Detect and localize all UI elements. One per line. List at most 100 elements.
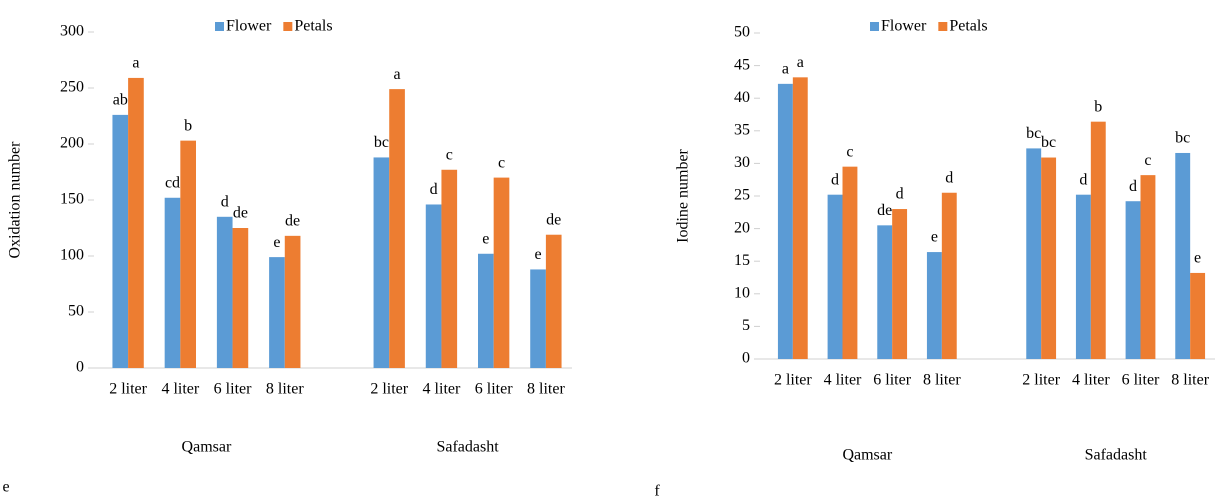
bar	[425, 204, 442, 368]
significance-letter: bc	[1026, 125, 1041, 142]
significance-letter: d	[430, 181, 438, 198]
legend-swatch	[215, 22, 224, 31]
significance-letter: de	[285, 213, 300, 230]
legend-swatch	[283, 22, 293, 31]
panel-label: f	[654, 483, 660, 500]
y-tick-label: 35	[734, 121, 750, 138]
group-label: Qamsar	[842, 447, 892, 464]
bar	[269, 257, 285, 368]
bar	[545, 234, 562, 368]
legend-swatch	[938, 22, 948, 31]
significance-letter: d	[831, 171, 839, 188]
x-tick-label: 2 liter	[1022, 372, 1060, 389]
bar	[842, 166, 858, 359]
bar	[1125, 201, 1141, 359]
bar	[112, 114, 129, 368]
bar	[777, 83, 793, 359]
legend-label: Flower	[226, 18, 272, 35]
x-tick-label: 4 liter	[824, 372, 862, 389]
x-tick-label: 2 liter	[774, 372, 812, 389]
x-tick-label: 6 liter	[1122, 372, 1160, 389]
y-axis-label: Oxidation number	[7, 141, 24, 259]
x-tick-label: 4 liter	[161, 381, 199, 398]
group-label: Safadasht	[436, 439, 499, 456]
significance-letter: d	[1129, 178, 1137, 195]
significance-letter: d	[221, 193, 229, 210]
significance-letter: c	[498, 154, 505, 171]
legend-swatch	[870, 22, 879, 31]
x-tick-label: 4 liter	[423, 381, 461, 398]
x-tick-label: 8 liter	[527, 381, 565, 398]
significance-letter: e	[535, 246, 542, 263]
significance-letter: a	[132, 55, 139, 72]
y-tick-label: 5	[742, 317, 750, 334]
bar	[1190, 272, 1206, 359]
y-tick-label: 30	[734, 154, 750, 171]
y-tick-label: 50	[68, 303, 84, 320]
significance-letter: de	[877, 202, 892, 219]
bar	[892, 209, 908, 359]
bar	[941, 192, 957, 359]
bar	[232, 228, 249, 368]
significance-letter: cd	[165, 174, 180, 191]
y-tick-label: 250	[60, 79, 84, 96]
panel-label: e	[2, 479, 9, 496]
significance-letter: c	[1144, 152, 1151, 169]
bar	[1090, 121, 1106, 359]
y-tick-label: 100	[60, 247, 84, 264]
y-tick-label: 0	[76, 359, 84, 376]
significance-letter: e	[1194, 250, 1201, 267]
x-tick-label: 6 liter	[475, 381, 513, 398]
x-tick-label: 8 liter	[266, 381, 304, 398]
y-axis-label: Iodine number	[675, 148, 692, 242]
bar	[877, 225, 893, 359]
significance-letter: e	[273, 234, 280, 251]
significance-letter: d	[1079, 171, 1087, 188]
x-tick-label: 4 liter	[1072, 372, 1110, 389]
x-tick-label: 8 liter	[923, 372, 961, 389]
significance-letter: d	[896, 186, 904, 203]
bar	[216, 216, 233, 368]
significance-letter: de	[546, 211, 561, 228]
y-tick-label: 45	[734, 56, 750, 73]
significance-letter: a	[394, 66, 401, 83]
y-tick-label: 25	[734, 187, 750, 204]
bar	[792, 77, 808, 359]
y-tick-label: 15	[734, 252, 750, 269]
bar	[128, 77, 144, 369]
x-tick-label: 8 liter	[1171, 372, 1209, 389]
significance-letter: a	[797, 54, 804, 71]
y-tick-label: 300	[60, 23, 84, 40]
significance-letter: e	[931, 229, 938, 246]
significance-letter: c	[446, 146, 453, 163]
y-tick-label: 0	[742, 350, 750, 367]
bar	[284, 235, 301, 368]
y-tick-label: 10	[734, 284, 750, 301]
bar	[441, 169, 458, 368]
x-tick-label: 6 liter	[873, 372, 911, 389]
significance-letter: ab	[113, 92, 128, 109]
x-tick-label: 6 liter	[214, 381, 252, 398]
y-tick-label: 50	[734, 24, 750, 41]
significance-letter: d	[945, 169, 953, 186]
significance-letter: b	[184, 117, 192, 134]
legend-label: Petals	[294, 18, 332, 35]
y-tick-label: 150	[60, 191, 84, 208]
bar	[389, 89, 405, 369]
group-label: Qamsar	[182, 439, 232, 456]
bar	[530, 269, 546, 368]
legend-label: Petals	[949, 18, 987, 35]
bar	[1075, 194, 1091, 359]
bar	[478, 253, 494, 368]
bar	[373, 157, 390, 368]
bar	[1175, 152, 1191, 359]
significance-letter: de	[233, 205, 248, 222]
y-tick-label: 20	[734, 219, 750, 236]
significance-letter: bc	[1041, 134, 1056, 151]
bar	[493, 177, 510, 368]
bar	[1026, 148, 1042, 359]
bar	[1041, 157, 1057, 359]
significance-letter: e	[482, 230, 489, 247]
